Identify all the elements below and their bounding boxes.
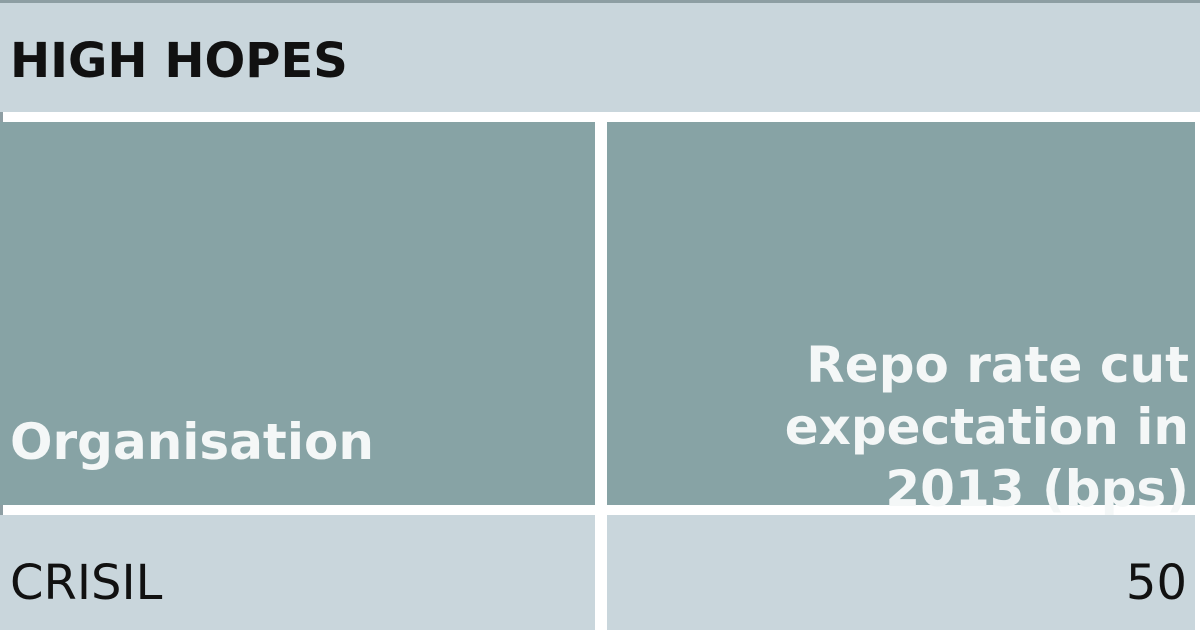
header-organisation-label: Organisation <box>10 413 374 471</box>
header-organisation: Organisation <box>0 122 595 505</box>
header-repo-rate-cut: Repo rate cut expectation in 2013 (bps) <box>607 122 1195 518</box>
cell-repo-rate-cut: 50 <box>1125 555 1187 611</box>
header-repo-rate-cut-label: Repo rate cut expectation in 2013 (bps) <box>784 336 1189 518</box>
cell-organisation: CRISIL <box>10 555 163 611</box>
table-title: HIGH HOPES <box>10 33 348 89</box>
table-title-bar: HIGH HOPES <box>0 3 1200 112</box>
table-row-value-cell: 50 <box>607 515 1195 630</box>
table-row-organisation-cell: CRISIL <box>0 515 595 630</box>
